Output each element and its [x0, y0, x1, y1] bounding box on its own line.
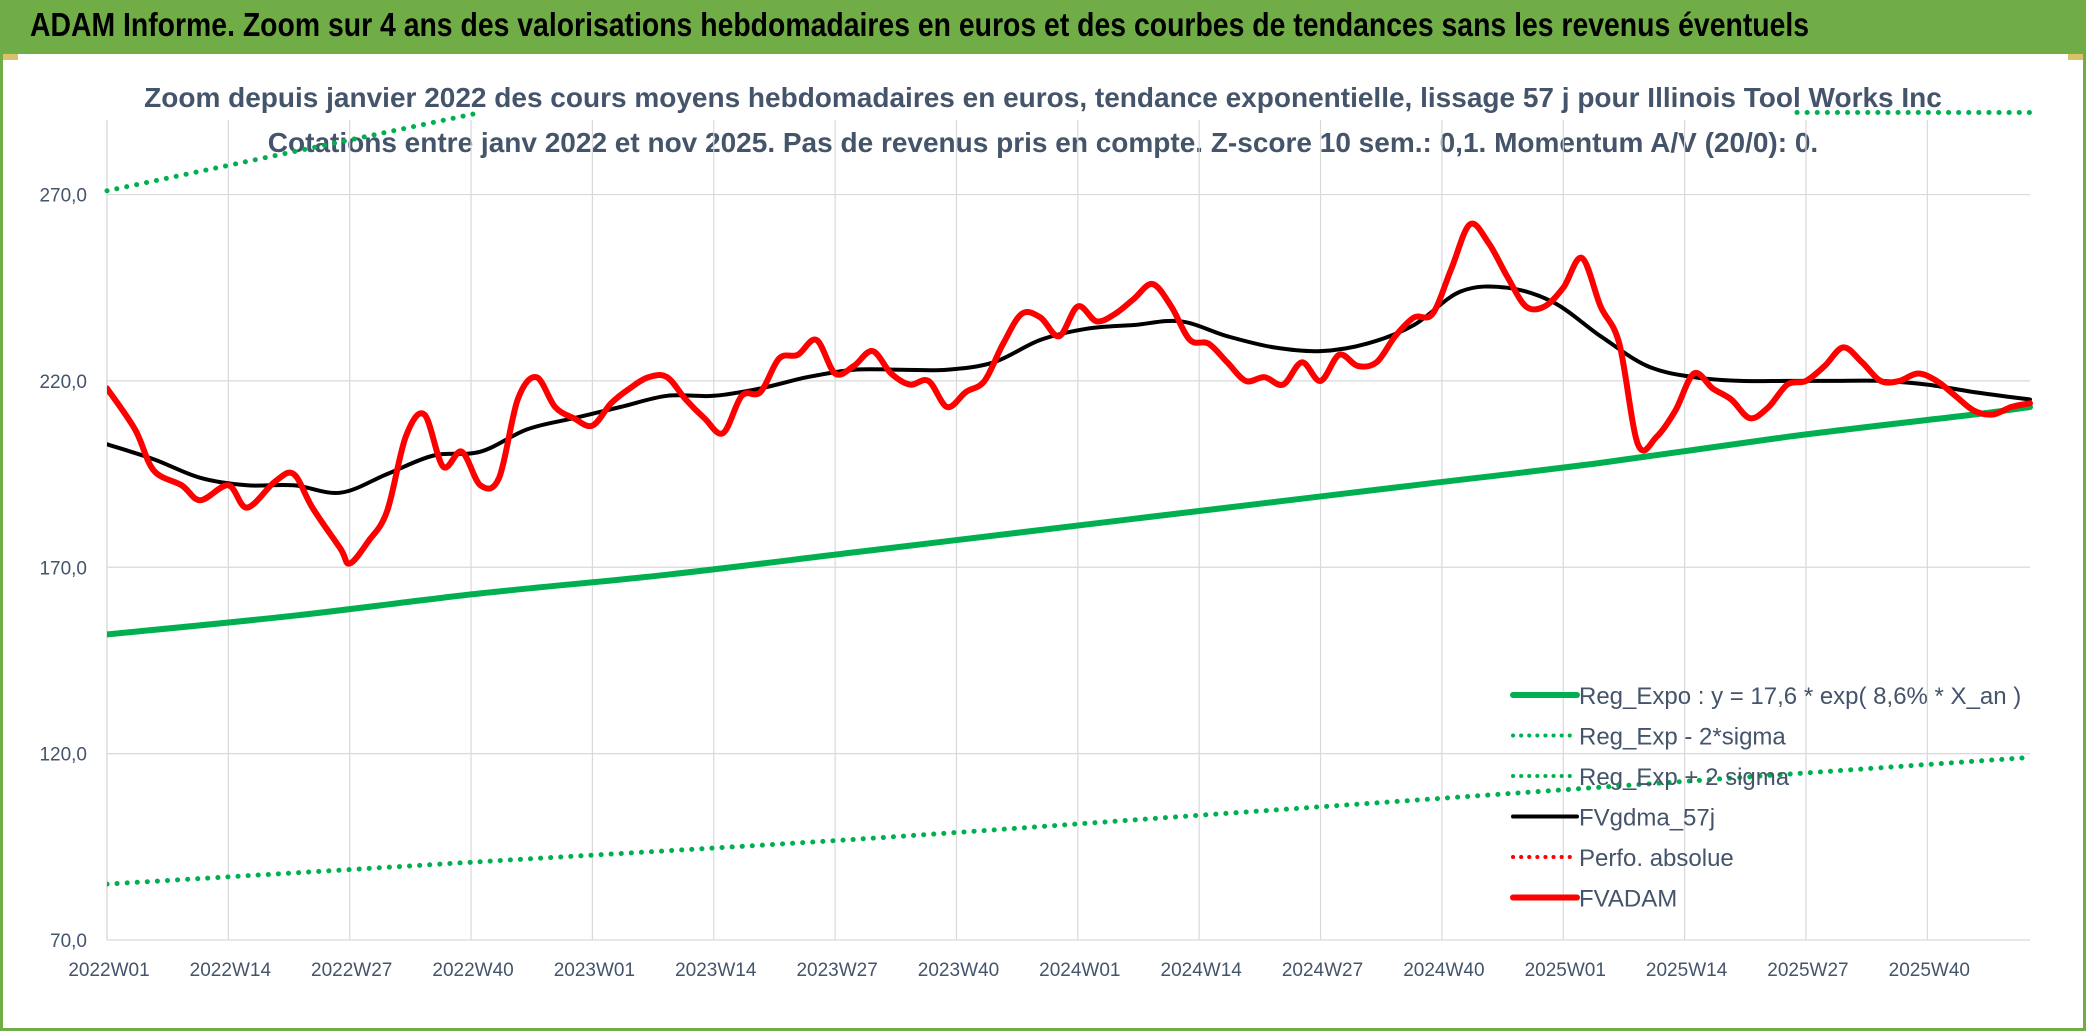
chart-title: Zoom depuis janvier 2022 des cours moyen…: [144, 82, 1942, 113]
x-tick-label: 2022W27: [311, 960, 392, 981]
y-tick-label: 170,0: [39, 558, 87, 579]
y-tick-label: 270,0: [39, 186, 87, 207]
x-tick-label: 2024W14: [1161, 960, 1243, 981]
x-tick-label: 2023W01: [554, 960, 635, 981]
x-tick-label: 2022W14: [190, 960, 272, 981]
x-tick-label: 2023W14: [675, 960, 757, 981]
axis-labels: 70,0 120,0 170,0 220,0 270,0 2022W01 2022W14 20…: [39, 186, 1970, 981]
header-bar: [0, 0, 2086, 54]
legend: Reg_Expo : y = 17,6 * exp( 8,6% * X_an )…: [1510, 683, 2021, 913]
series-upper-band-left: [104, 110, 483, 194]
legend-label: Reg_Expo : y = 17,6 * exp( 8,6% * X_an ): [1579, 683, 2021, 710]
legend-label: Reg_Exp + 2 sigma: [1579, 764, 1790, 791]
report-title: ADAM Informe. Zoom sur 4 ans des valoris…: [30, 6, 1810, 43]
corner-mark-left: [0, 54, 18, 60]
chart-subtitle: Cotations entre janv 2022 et nov 2025. P…: [267, 127, 1819, 158]
gridlines: [106, 120, 2030, 941]
x-tick-label: 2023W27: [796, 960, 877, 981]
legend-label: FVgdma_57j: [1579, 805, 1715, 832]
x-tick-label: 2025W01: [1525, 960, 1606, 981]
series-lines: [104, 110, 2033, 887]
x-tick-label: 2024W40: [1403, 960, 1484, 981]
legend-label: Reg_Exp - 2*sigma: [1579, 724, 1786, 751]
x-tick-label: 2025W27: [1767, 960, 1848, 981]
series-reg-expo-y-17-6-exp-8-6-x-an: [107, 404, 2033, 638]
series-reg-exp-2-sigma: [107, 754, 2033, 887]
x-tick-label: 2022W01: [68, 960, 149, 981]
legend-label: FVADAM: [1579, 886, 1677, 913]
x-tick-label: 2025W14: [1646, 960, 1728, 981]
y-tick-label: 120,0: [39, 745, 87, 766]
x-tick-label: 2023W40: [918, 960, 999, 981]
x-tick-label: 2022W40: [432, 960, 513, 981]
x-tick-label: 2025W40: [1889, 960, 1970, 981]
corner-mark-right: [2068, 54, 2086, 60]
y-tick-label: 220,0: [39, 372, 87, 393]
x-tick-label: 2024W01: [1039, 960, 1120, 981]
legend-label: Perfo. absolue: [1579, 845, 1734, 872]
x-tick-label: 2024W27: [1282, 960, 1363, 981]
y-tick-label: 70,0: [50, 931, 87, 952]
series-fvadam: [107, 220, 2033, 567]
